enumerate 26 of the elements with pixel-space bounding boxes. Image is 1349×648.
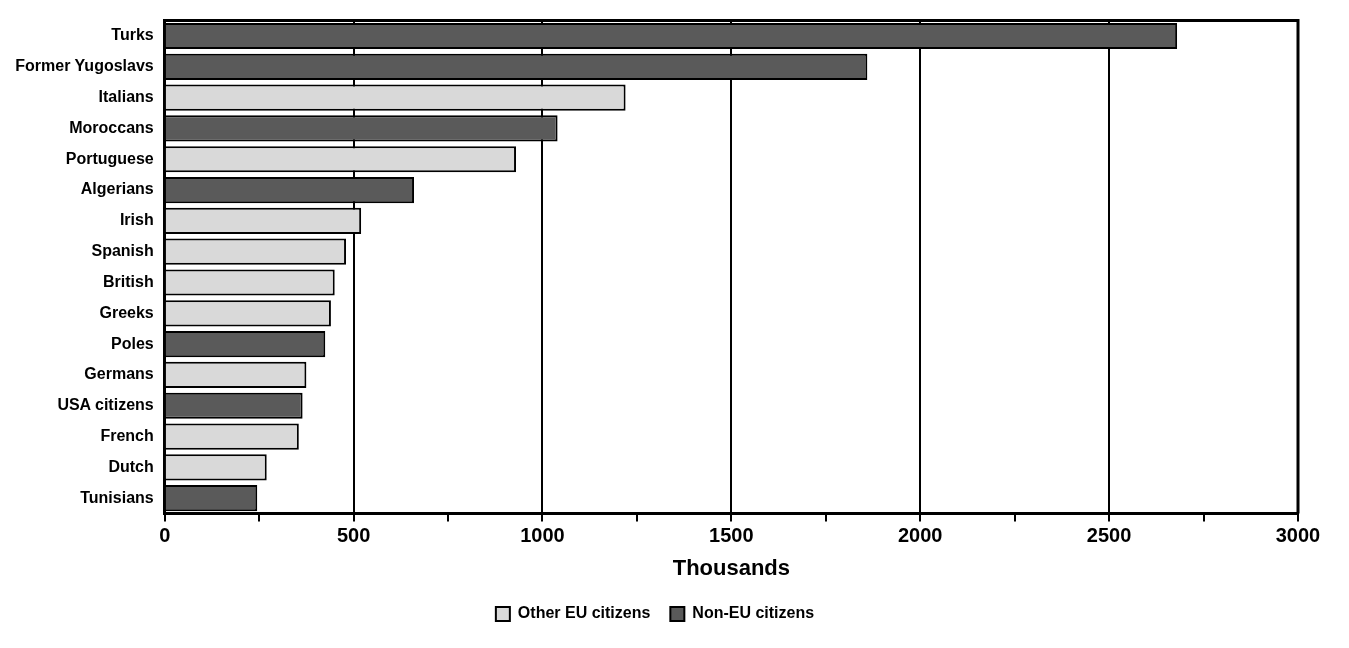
y-tick-label: USA citizens [57,396,154,414]
legend-label: Non-EU citizens [692,604,815,622]
y-tick-label: British [103,272,154,290]
y-tick-label: Dutch [108,457,154,475]
x-tick-label: 500 [336,524,371,547]
legend-label: Other EU citizens [517,604,651,622]
y-tick-label: Spanish [91,242,154,260]
y-tick-label: Tunisians [80,488,154,506]
y-tick-label: Former Yugoslavs [15,57,154,75]
y-tick-label: Italians [98,88,154,106]
y-tick-label: Germans [84,365,154,383]
y-tick-label: Irish [119,211,154,229]
y-tick-label: Algerians [80,180,154,198]
x-tick-label: 2500 [1086,524,1132,547]
x-tick-label: 2000 [897,524,943,547]
y-tick-label: Poles [111,334,154,352]
y-tick-label: Portuguese [65,149,154,167]
y-tick-label: Greeks [99,303,154,321]
y-tick-label: Turks [111,26,154,44]
y-tick-label: Moroccans [69,118,154,136]
x-tick-label: 3000 [1275,524,1321,547]
x-tick-label: 0 [159,524,171,547]
y-tick-label: French [100,426,154,444]
x-tick-label: 1500 [709,524,754,547]
x-axis-title: Thousands [672,554,791,580]
x-tick-label: 1000 [520,524,565,547]
